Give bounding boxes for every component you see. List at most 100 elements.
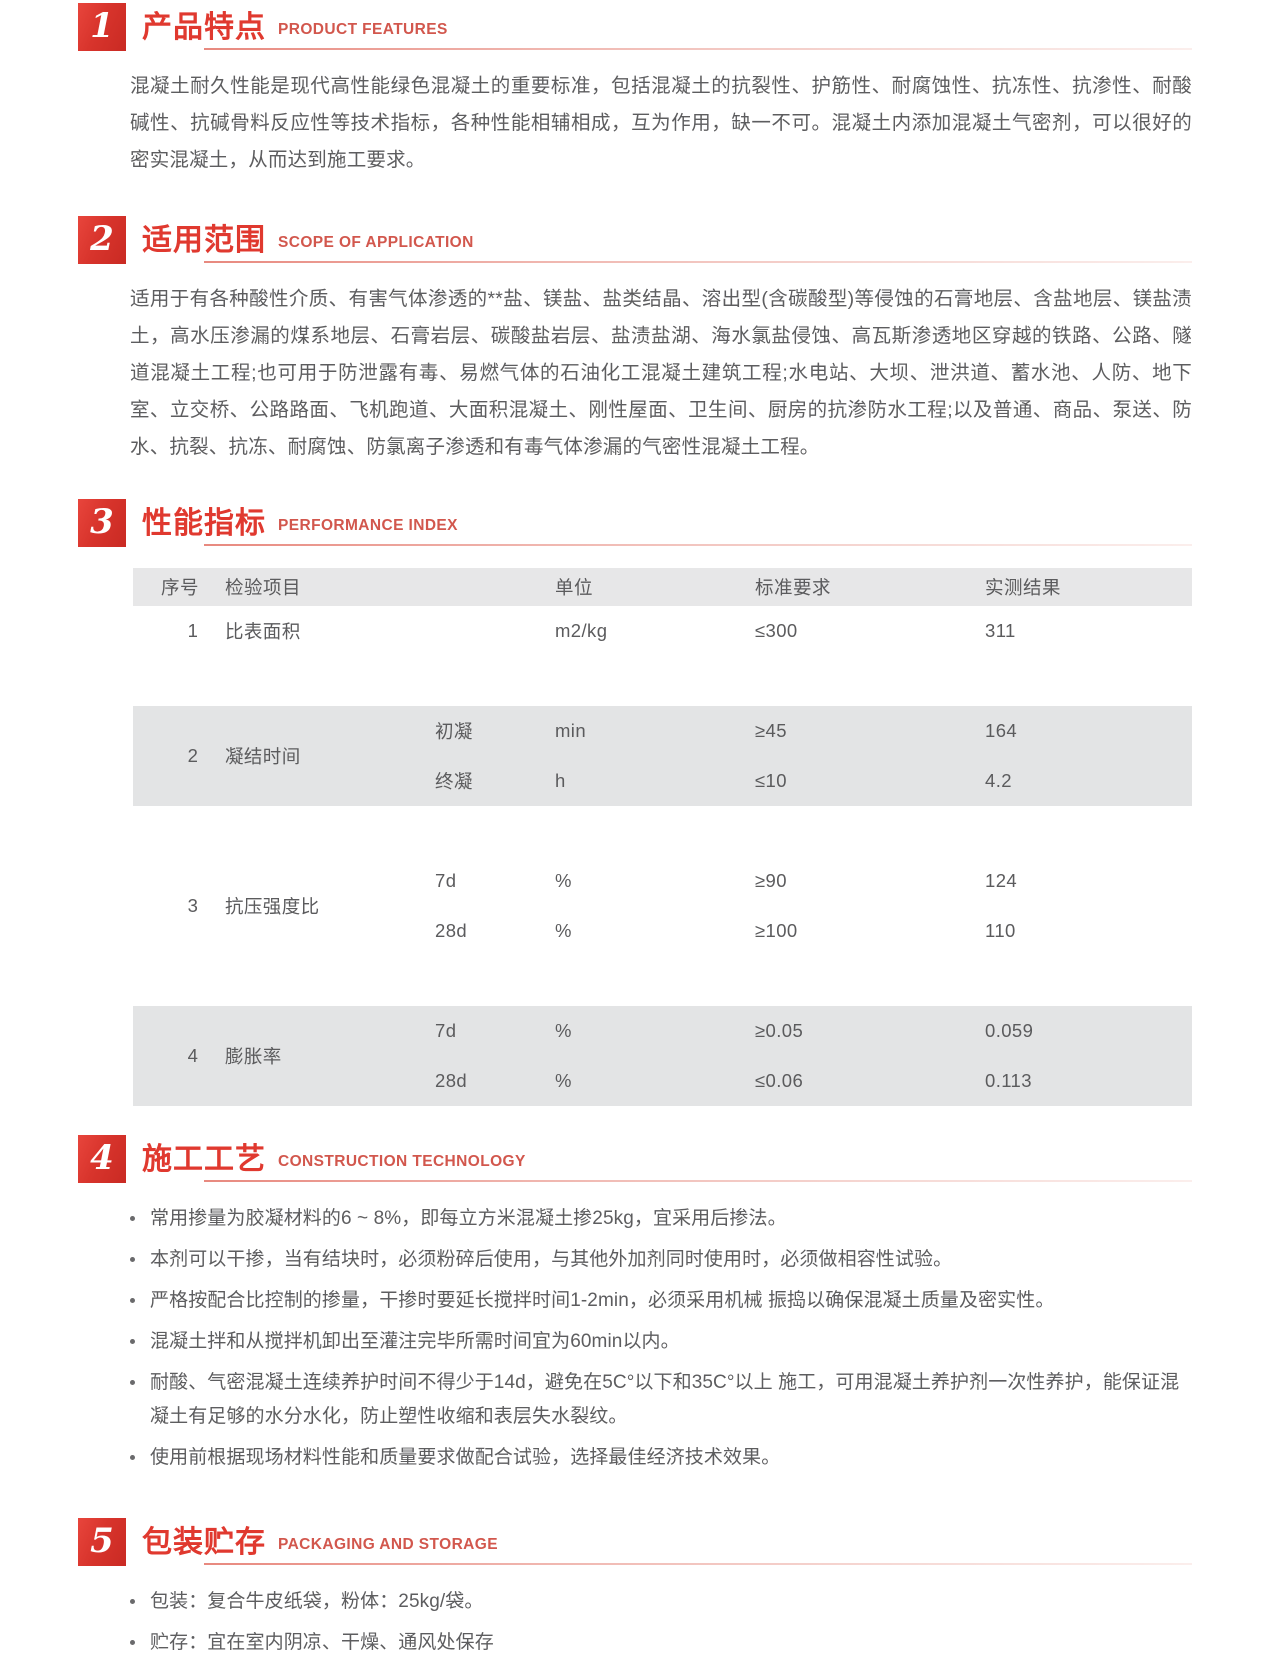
performance-index-table-wrap: 序号 检验项目 单位 标准要求 实测结果 1 比表面积 m2/kg ≤300 311 2 凝… — [133, 568, 1192, 1106]
cell-standard-requirement: ≥90 — [755, 870, 787, 891]
table-row-gap — [133, 806, 1192, 856]
heading-divider — [204, 1180, 1192, 1182]
cell-serial-number: 3 — [187, 895, 199, 916]
bullet-dot-icon — [130, 1339, 135, 1344]
list-item: 耐酸、气密混凝土连续养护时间不得少于14d，避免在5C°以下和35C°以上 施工… — [128, 1366, 1192, 1434]
list-item: 混凝土拌和从搅拌机卸出至灌注完毕所需时间宜为60min以内。 — [128, 1325, 1192, 1359]
section-title-en: PERFORMANCE INDEX — [278, 517, 458, 534]
table-header: 序号 检验项目 单位 标准要求 实测结果 — [133, 568, 1192, 606]
table-row-gap — [133, 656, 1192, 706]
list-item-text: 贮存：宜在室内阴凉、干燥、通风处保存 — [150, 1632, 494, 1653]
packaging-and-storage-list: 包装：复合牛皮纸袋，粉体：25kg/袋。 贮存：宜在室内阴凉、干燥、通风处保存 — [128, 1585, 1192, 1660]
th-standard-requirement: 标准要求 — [755, 577, 832, 598]
list-item: 严格按配合比控制的掺量，干掺时要延长搅拌时间1-2min，必须采用机械 振捣以确… — [128, 1284, 1192, 1318]
table-row: 1 比表面积 m2/kg ≤300 311 — [133, 606, 1192, 656]
list-item: 使用前根据现场材料性能和质量要求做配合试验，选择最佳经济技术效果。 — [128, 1441, 1192, 1475]
section-number-badge: 3 — [78, 499, 126, 547]
cell-unit: % — [555, 920, 572, 941]
cell-serial-number: 1 — [187, 620, 199, 641]
cell-measured-result: 164 — [985, 720, 1018, 741]
bullet-dot-icon — [130, 1599, 135, 1604]
cell-subitem: 初凝 — [435, 721, 473, 742]
section-number-badge: 5 — [78, 1518, 126, 1566]
list-item-text: 使用前根据现场材料性能和质量要求做配合试验，选择最佳经济技术效果。 — [150, 1447, 781, 1468]
product-features-paragraph: 混凝土耐久性能是现代高性能绿色混凝土的重要标准，包括混凝土的抗裂性、护筋性、耐腐… — [130, 75, 1192, 171]
list-item-text: 包装：复合牛皮纸袋，粉体：25kg/袋。 — [150, 1591, 484, 1612]
cell-standard-requirement: ≥45 — [755, 720, 787, 741]
table-row: 4 膨胀率 7d% ≥0.05 0.059 — [133, 1006, 1192, 1067]
heading-divider — [204, 261, 1192, 263]
cell-unit: % — [555, 870, 572, 891]
section-number-badge: 2 — [78, 216, 126, 264]
section-heading-packaging-and-storage: 5 包装贮存 PACKAGING AND STORAGE — [0, 1515, 1280, 1566]
cell-standard-requirement: ≥0.05 — [755, 1020, 804, 1041]
th-inspection-item: 检验项目 — [225, 577, 302, 598]
list-item-text: 严格按配合比控制的掺量，干掺时要延长搅拌时间1-2min，必须采用机械 振捣以确… — [150, 1290, 1055, 1311]
heading-divider — [204, 48, 1192, 50]
table-body: 1 比表面积 m2/kg ≤300 311 2 凝结时间 初凝 min ≥45 164 终凝 h ≤10 4… — [133, 606, 1192, 1106]
table-row: 2 凝结时间 初凝 min ≥45 164 — [133, 706, 1192, 767]
bullet-dot-icon — [130, 1298, 135, 1303]
construction-technology-list: 常用掺量为胶凝材料的6 ~ 8%，即每立方米混凝土掺25kg，宜采用后掺法。本剂… — [128, 1202, 1192, 1475]
scope-of-application-paragraph: 适用于有各种酸性介质、有害气体渗透的**盐、镁盐、盐类结晶、溶出型(含碳酸型)等… — [130, 288, 1192, 458]
cell-unit: % — [555, 1020, 572, 1041]
th-measured-result: 实测结果 — [985, 577, 1062, 598]
heading-divider — [204, 544, 1192, 546]
list-item: 本剂可以干掺，当有结块时，必须粉碎后使用，与其他外加剂同时使用时，必须做相容性试… — [128, 1243, 1192, 1277]
section-title-en: PACKAGING AND STORAGE — [278, 1536, 498, 1553]
cell-subitem: 28d — [435, 920, 468, 941]
section-title-en: CONSTRUCTION TECHNOLOGY — [278, 1153, 526, 1170]
section-title-cn: 适用范围 — [142, 224, 266, 257]
cell-subitem: 7d — [435, 870, 457, 891]
cell-measured-result: 311 — [985, 620, 1016, 641]
table-row-gap — [133, 956, 1192, 1006]
cell-inspection-item: 抗压强度比 — [225, 896, 320, 917]
cell-serial-number: 2 — [187, 745, 199, 766]
cell-inspection-item: 凝结时间 — [225, 746, 301, 767]
th-subitem — [435, 568, 555, 606]
section-number-badge: 1 — [78, 3, 126, 51]
bullet-dot-icon — [130, 1257, 135, 1262]
section-number-badge: 4 — [78, 1135, 126, 1183]
bullet-dot-icon — [130, 1216, 135, 1221]
cell-measured-result: 124 — [985, 870, 1018, 891]
cell-standard-requirement: ≤300 — [755, 620, 798, 641]
section-title-en: PRODUCT FEATURES — [278, 21, 448, 38]
cell-inspection-item: 膨胀率 — [225, 1046, 282, 1067]
cell-subitem — [435, 606, 555, 656]
cell-serial-number: 4 — [187, 1045, 199, 1066]
section-heading-scope-of-application: 2 适用范围 SCOPE OF APPLICATION — [0, 213, 1280, 264]
section-heading-performance-index: 3 性能指标 PERFORMANCE INDEX — [0, 496, 1280, 547]
cell-standard-requirement: ≤0.06 — [755, 1070, 804, 1091]
cell-standard-requirement: ≥100 — [755, 920, 798, 941]
cell-measured-result: 110 — [985, 920, 1016, 941]
cell-subitem: 终凝 — [435, 771, 473, 792]
performance-index-table: 序号 检验项目 单位 标准要求 实测结果 1 比表面积 m2/kg ≤300 311 2 凝… — [133, 568, 1192, 1106]
cell-unit: min — [555, 720, 587, 741]
section-heading-product-features: 1 产品特点 PRODUCT FEATURES — [0, 0, 1280, 51]
list-item: 包装：复合牛皮纸袋，粉体：25kg/袋。 — [128, 1585, 1192, 1619]
th-unit: 单位 — [555, 577, 594, 598]
cell-unit: m2/kg — [555, 620, 608, 641]
list-item-text: 本剂可以干掺，当有结块时，必须粉碎后使用，与其他外加剂同时使用时，必须做相容性试… — [150, 1249, 953, 1270]
cell-subitem: 28d — [435, 1070, 468, 1091]
list-item-text: 常用掺量为胶凝材料的6 ~ 8%，即每立方米混凝土掺25kg，宜采用后掺法。 — [150, 1208, 787, 1229]
section-title-en: SCOPE OF APPLICATION — [278, 234, 474, 251]
bullet-dot-icon — [130, 1380, 135, 1385]
cell-inspection-item: 比表面积 — [225, 621, 301, 642]
cell-subitem: 7d — [435, 1020, 457, 1041]
bullet-dot-icon — [130, 1640, 135, 1645]
list-item: 贮存：宜在室内阴凉、干燥、通风处保存 — [128, 1626, 1192, 1660]
heading-divider — [204, 1563, 1192, 1565]
section-title-cn: 产品特点 — [142, 11, 266, 44]
cell-standard-requirement: ≤10 — [755, 770, 787, 791]
list-item-text: 耐酸、气密混凝土连续养护时间不得少于14d，避免在5C°以下和35C°以上 施工… — [150, 1372, 1180, 1427]
table-header-row: 序号 检验项目 单位 标准要求 实测结果 — [133, 568, 1192, 606]
cell-measured-result: 0.113 — [985, 1070, 1032, 1091]
bullet-dot-icon — [130, 1455, 135, 1460]
section-heading-construction-technology: 4 施工工艺 CONSTRUCTION TECHNOLOGY — [0, 1132, 1280, 1183]
cell-measured-result: 0.059 — [985, 1020, 1034, 1041]
th-serial-number: 序号 — [161, 577, 200, 598]
cell-unit: h — [555, 770, 566, 791]
